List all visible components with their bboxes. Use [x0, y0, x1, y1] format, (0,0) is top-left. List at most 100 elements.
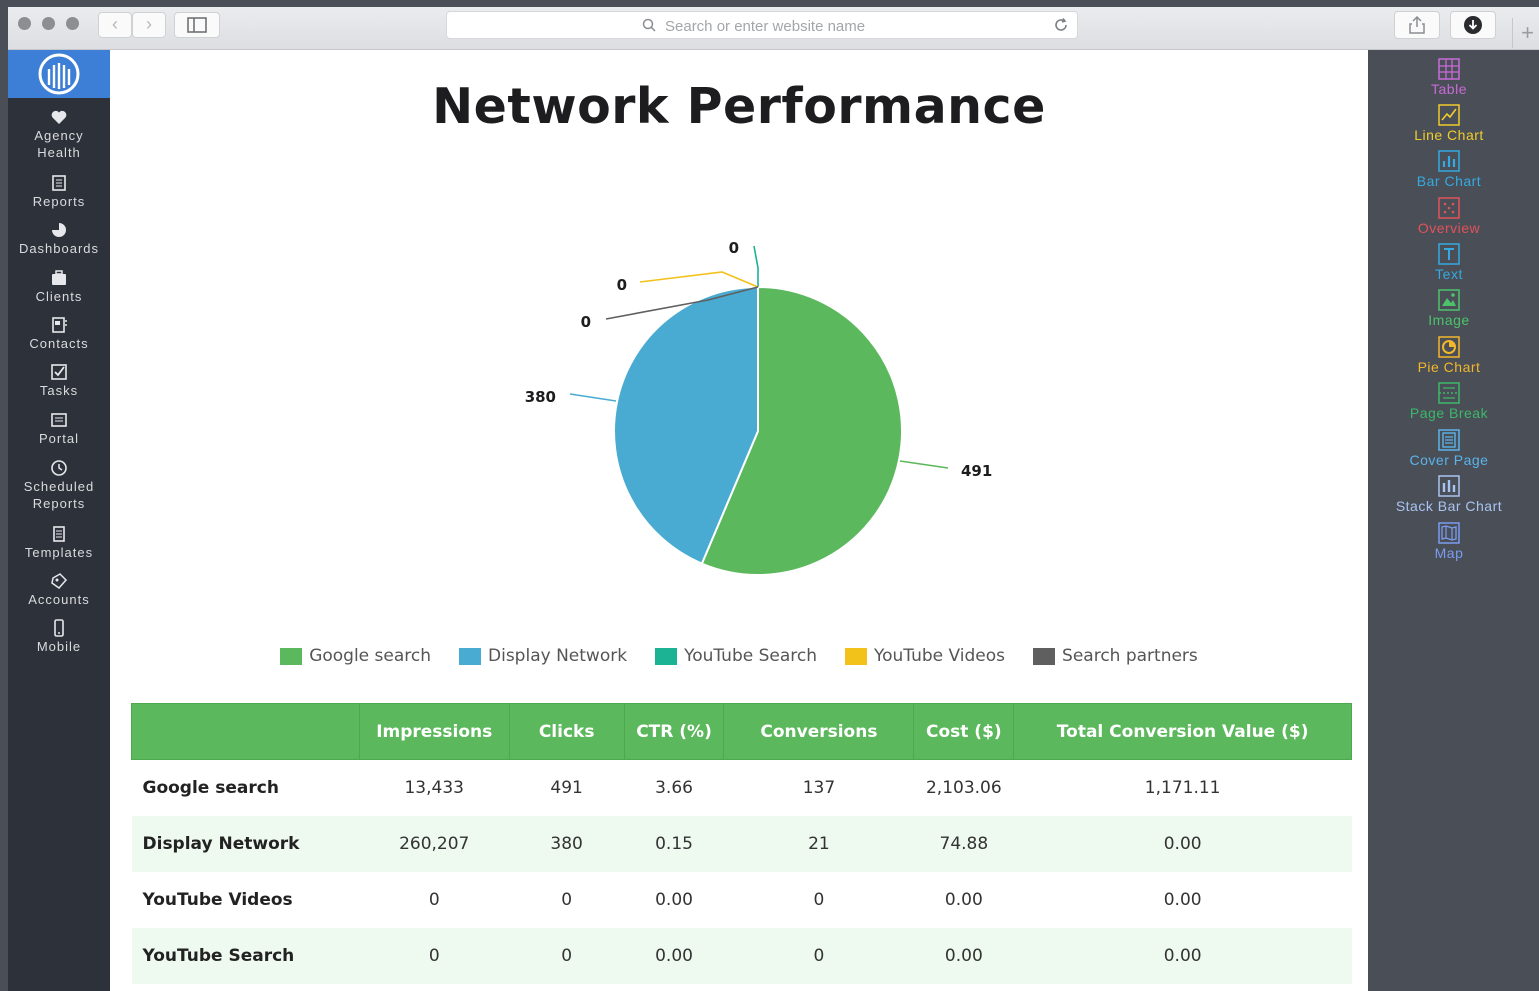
- legend-item[interactable]: Google search: [280, 646, 431, 666]
- pie-chart-icon: [1438, 336, 1460, 358]
- downloads-button[interactable]: [1450, 11, 1496, 39]
- sidebar-item-contacts[interactable]: Contacts: [8, 316, 110, 352]
- overview-icon: [1438, 197, 1460, 219]
- column-header[interactable]: Clicks: [508, 703, 625, 760]
- table-cell: 2,103.06: [925, 777, 1002, 798]
- new-tab-button[interactable]: +: [1512, 18, 1539, 48]
- widget-table[interactable]: Table: [1368, 57, 1530, 97]
- column-header[interactable]: [131, 703, 360, 760]
- table-cell: 491: [550, 777, 583, 798]
- widget-overview[interactable]: Overview: [1368, 196, 1530, 236]
- forward-button[interactable]: ›: [132, 12, 166, 38]
- pie-data-label: 0: [581, 313, 591, 331]
- column-header[interactable]: Conversions: [723, 703, 915, 760]
- sidebar-item-dashboards[interactable]: Dashboards: [8, 221, 110, 257]
- search-icon: [642, 18, 656, 32]
- pie-slice-display-network[interactable]: [613, 285, 759, 565]
- widget-cover-page[interactable]: Cover Page: [1368, 428, 1530, 468]
- pie-data-label: 0: [729, 239, 739, 257]
- table-cell: 0.00: [944, 889, 983, 910]
- zoom-window-button[interactable]: [66, 17, 79, 30]
- report-title[interactable]: Network Performance: [432, 78, 1046, 135]
- table-row: YouTube Videos 0 0 0.00 0 0.00 0.00: [132, 872, 1352, 928]
- table-cell: 137: [802, 777, 836, 798]
- text-icon: [1438, 243, 1460, 265]
- legend-label: Display Network: [488, 646, 628, 666]
- table-cell: 0: [561, 889, 573, 910]
- table-grid-icon: [1438, 58, 1460, 80]
- minimize-window-button[interactable]: [42, 17, 55, 30]
- table-row: YouTube Search 0 0 0.00 0 0.00 0.00: [131, 927, 1352, 984]
- widget-page-break[interactable]: Page Break: [1368, 381, 1530, 421]
- reload-icon[interactable]: [1053, 17, 1069, 33]
- back-button[interactable]: ‹: [98, 12, 132, 38]
- sidebar-item-label: Tasks: [39, 383, 79, 398]
- widget-line-chart[interactable]: Line Chart: [1368, 103, 1530, 143]
- widget-image[interactable]: Image: [1368, 288, 1530, 328]
- table-cell: 0: [428, 945, 440, 966]
- pie-chart[interactable]: 491 380 0 0 0: [110, 50, 1368, 630]
- widget-label: Map: [1434, 545, 1464, 561]
- reports-icon: [52, 175, 66, 191]
- widget-label: Overview: [1417, 220, 1481, 236]
- pie-leader-line: [753, 245, 759, 287]
- table-cell: 74.88: [939, 833, 989, 854]
- share-icon: [1409, 15, 1425, 34]
- sidebar-item-label: Health: [37, 145, 81, 160]
- widget-label: Cover Page: [1409, 452, 1489, 468]
- sidebar-item-templates[interactable]: Templates: [8, 525, 110, 561]
- sidebar-item-clients[interactable]: Clients: [8, 269, 110, 305]
- sidebar-toggle-button[interactable]: [174, 12, 220, 38]
- sidebar-item-reports[interactable]: Reports: [8, 174, 110, 210]
- app-logo[interactable]: [8, 50, 110, 98]
- share-button[interactable]: [1394, 11, 1440, 39]
- sidebar-item-tasks[interactable]: Tasks: [8, 363, 110, 399]
- sidebar-item-accounts[interactable]: Accounts: [8, 572, 110, 608]
- legend-item[interactable]: Display Network: [459, 646, 627, 666]
- image-icon: [1438, 289, 1460, 311]
- sidebar-item-label: Mobile: [36, 639, 82, 654]
- legend-swatch: [845, 647, 867, 665]
- table-cell: 0.00: [1163, 945, 1202, 966]
- pie-data-label: 491: [961, 462, 992, 480]
- legend-swatch: [655, 647, 678, 665]
- table-cell: 1,171.11: [1144, 777, 1221, 798]
- legend-swatch: [1033, 647, 1056, 665]
- row-network-name: Google search: [142, 777, 279, 798]
- widget-bar-chart[interactable]: Bar Chart: [1368, 149, 1530, 189]
- widget-stack-bar-chart[interactable]: Stack Bar Chart: [1368, 474, 1530, 514]
- column-header[interactable]: Impressions: [358, 703, 510, 760]
- download-icon: [1464, 16, 1482, 34]
- legend-item[interactable]: YouTube Search: [655, 646, 817, 666]
- close-window-button[interactable]: [18, 17, 31, 30]
- pie-data-label: 380: [525, 388, 556, 406]
- column-header[interactable]: CTR (%): [623, 703, 725, 760]
- table-cell: 13,433: [404, 777, 464, 798]
- column-header[interactable]: Total Conversion Value ($): [1013, 703, 1352, 760]
- table-header-row: Impressions Clicks CTR (%) Conversions Cost …: [131, 703, 1352, 760]
- column-header[interactable]: Cost ($): [913, 703, 1015, 760]
- widget-map[interactable]: Map: [1368, 521, 1530, 561]
- sidebar-item-portal[interactable]: Portal: [8, 411, 110, 447]
- widget-label: Line Chart: [1414, 127, 1484, 143]
- clock-icon: [51, 460, 67, 476]
- mobile-icon: [54, 619, 64, 637]
- dashboard-pie-icon: [52, 223, 66, 237]
- legend-item[interactable]: Search partners: [1033, 646, 1198, 666]
- sidebar-item-label: Portal: [39, 431, 79, 446]
- widget-text[interactable]: Text: [1368, 242, 1530, 282]
- table-cell: 0.00: [655, 945, 693, 966]
- legend-item[interactable]: YouTube Videos: [845, 646, 1005, 666]
- sidebar-item-agency-health[interactable]: Agency Health: [8, 108, 110, 161]
- table-cell: 260,207: [399, 833, 470, 854]
- pie-leader-line: [639, 271, 759, 288]
- sidebar-item-mobile[interactable]: Mobile: [8, 619, 110, 655]
- sidebar-item-label: Scheduled: [23, 479, 95, 494]
- address-bar[interactable]: Search or enter website name: [446, 11, 1078, 39]
- widget-pie-chart[interactable]: Pie Chart: [1368, 335, 1530, 375]
- cover-page-icon: [1438, 429, 1460, 451]
- sidebar-item-scheduled-reports[interactable]: Scheduled Reports: [8, 459, 110, 512]
- accounts-icon: [51, 573, 68, 590]
- forward-arrow-icon: ›: [146, 14, 152, 34]
- pie-slice-google-search[interactable]: [700, 285, 903, 576]
